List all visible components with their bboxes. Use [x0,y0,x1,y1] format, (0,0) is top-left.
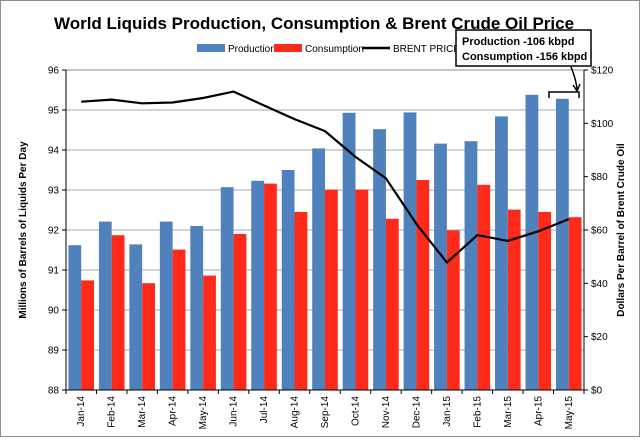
left-tick-label: 90 [48,306,60,317]
x-tick-label: Aug-14 [290,396,301,429]
left-tick-label: 92 [48,226,60,237]
legend-swatch-production [197,44,225,52]
bar-consumption [386,219,399,390]
x-tick-label: Jun-14 [229,396,240,427]
bar-production [160,222,173,390]
bar-consumption [81,280,94,390]
bar-consumption [447,230,460,390]
bar-consumption [203,276,216,390]
bar-production [373,129,386,390]
bar-consumption [416,180,429,390]
bar-production [99,222,112,390]
right-tick-label: $100 [591,119,614,130]
left-tick-label: 95 [48,106,60,117]
legend-label-consumption: Consumption [305,44,364,55]
x-tick-label: Mar-15 [503,396,514,428]
left-tick-label: 93 [48,186,60,197]
x-tick-label: Oct-14 [350,396,361,426]
left-tick-label: 94 [48,146,60,157]
left-axis-ticks: 88 89 90 91 92 93 94 95 96 [48,66,66,397]
bar-production [190,226,203,390]
bar-production [68,245,81,390]
right-tick-label: $120 [591,66,614,77]
bar-production [282,170,295,390]
bar-consumption [569,217,582,390]
right-tick-label: $80 [591,172,608,183]
x-tick-label: Apr-14 [168,396,179,426]
bar-consumption [295,212,308,390]
x-tick-label: Apr-15 [533,396,544,426]
x-tick-label: Feb-15 [472,396,483,428]
bar-consumption [173,250,186,390]
bar-production [465,141,478,390]
right-axis-ticks: $0 $20 $40 $60 $80 $100 $120 [584,66,614,397]
bar-production [556,99,569,390]
bar-consumption [234,234,247,390]
bar-production [221,187,234,390]
x-tick-label: May-15 [564,396,575,430]
bar-production [312,148,325,390]
x-tick-label: Sep-14 [320,396,331,429]
bar-consumption [355,190,368,390]
right-tick-label: $0 [591,386,603,397]
bar-production [434,144,447,390]
legend-swatch-consumption [274,44,302,52]
left-tick-label: 89 [48,346,60,357]
right-tick-label: $60 [591,226,608,237]
left-tick-label: 96 [48,66,60,77]
annotation-callout: Production -106 kbpd Consumption -156 kb… [456,30,591,98]
legend-label-production: Production [228,44,276,55]
left-tick-label: 88 [48,386,60,397]
bar-production [404,112,417,390]
right-tick-label: $40 [591,279,608,290]
y2-axis-label: Dollars Per Barrel of Brent Crude Oil [616,143,627,317]
x-tick-label: Jan-14 [76,396,87,427]
bar-consumption [142,283,155,390]
bar-production [129,244,142,390]
bar-production [251,181,264,390]
bar-production [525,95,538,390]
x-tick-label: Mar-14 [137,396,148,428]
bar-consumption [325,190,338,390]
annotation-line-2: Consumption -156 kbpd [462,51,587,63]
bar-production [495,116,508,390]
right-tick-label: $20 [591,332,608,343]
x-tick-label: May-14 [198,396,209,430]
x-tick-label: Jan-15 [442,396,453,427]
y-axis-label: Millions of Barrels of Liquids Per Day [18,141,29,319]
bar-consumption [538,212,551,390]
bars [68,95,581,390]
legend: Production Consumption BRENT PRICE [197,44,460,55]
bar-consumption [112,235,125,390]
x-axis-ticks: Jan-14 Feb-14 Mar-14 Apr-14 May-14 Jun-14 Jul-… [66,390,584,429]
left-tick-label: 91 [48,266,60,277]
legend-label-brent: BRENT PRICE [393,44,460,55]
annotation-line-1: Production -106 kbpd [462,36,574,48]
x-tick-label: Dec-14 [411,396,422,429]
x-tick-label: Feb-14 [107,396,118,428]
x-tick-label: Jul-14 [259,396,270,424]
x-tick-label: Nov-14 [381,396,392,429]
bar-consumption [477,185,490,390]
bar-consumption [264,184,277,390]
annotation-bracket [549,92,579,98]
